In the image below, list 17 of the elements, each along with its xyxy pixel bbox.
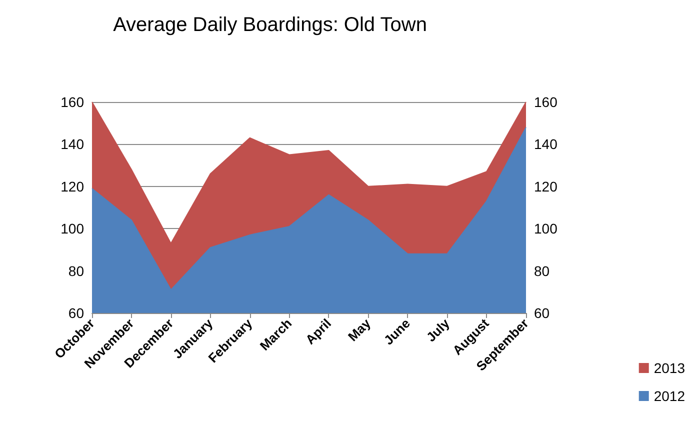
y2-tick-label: 160 [534, 94, 558, 110]
legend-label: 2013 [654, 360, 686, 376]
y-tick-label: 160 [60, 94, 84, 110]
x-tick-label: July [423, 315, 453, 345]
chart-title: Average Daily Boardings: Old Town [113, 14, 427, 36]
legend-label: 2012 [654, 388, 686, 404]
y-tick-label: 120 [60, 178, 84, 194]
y2-tick-label: 80 [534, 262, 550, 279]
y2-tick-label: 120 [534, 178, 558, 194]
y2-tick-label: 60 [534, 305, 550, 321]
x-tick-label: May [345, 315, 374, 344]
y-tick-label: 60 [68, 305, 84, 321]
y-tick-label: 100 [60, 220, 84, 237]
y2-tick-label: 140 [534, 136, 558, 152]
y-tick-label: 80 [68, 262, 84, 279]
y2-tick-label: 100 [534, 220, 558, 237]
y-tick-label: 140 [60, 136, 84, 152]
